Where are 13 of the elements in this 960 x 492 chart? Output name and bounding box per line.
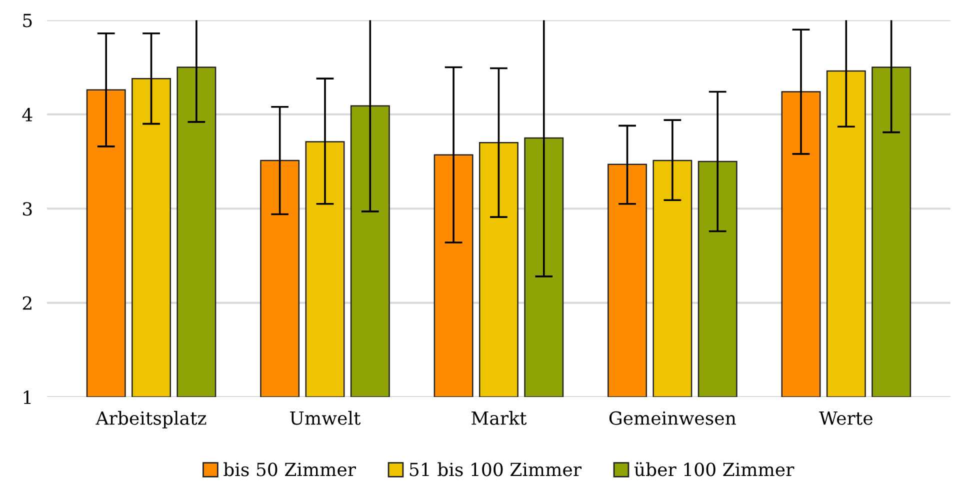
- x-tick-label: Arbeitsplatz: [96, 410, 206, 428]
- y-tick-label: 3: [23, 202, 32, 216]
- legend-label: bis 50 Zimmer: [224, 462, 356, 476]
- y-tick-label: 4: [22, 108, 32, 122]
- x-tick-label: Markt: [472, 410, 527, 425]
- x-tick-label: Gemeinwesen: [609, 411, 736, 425]
- x-tick-label: Werte: [819, 411, 872, 425]
- legend-label: 51 bis 100 Zimmer: [410, 462, 582, 476]
- y-tick-label: 5: [23, 14, 32, 28]
- y-tick-label: 1: [24, 390, 31, 404]
- legend-label: über 100 Zimmer: [634, 462, 794, 476]
- x-tick-label: Umwelt: [290, 410, 361, 425]
- y-tick-label: 2: [22, 296, 32, 310]
